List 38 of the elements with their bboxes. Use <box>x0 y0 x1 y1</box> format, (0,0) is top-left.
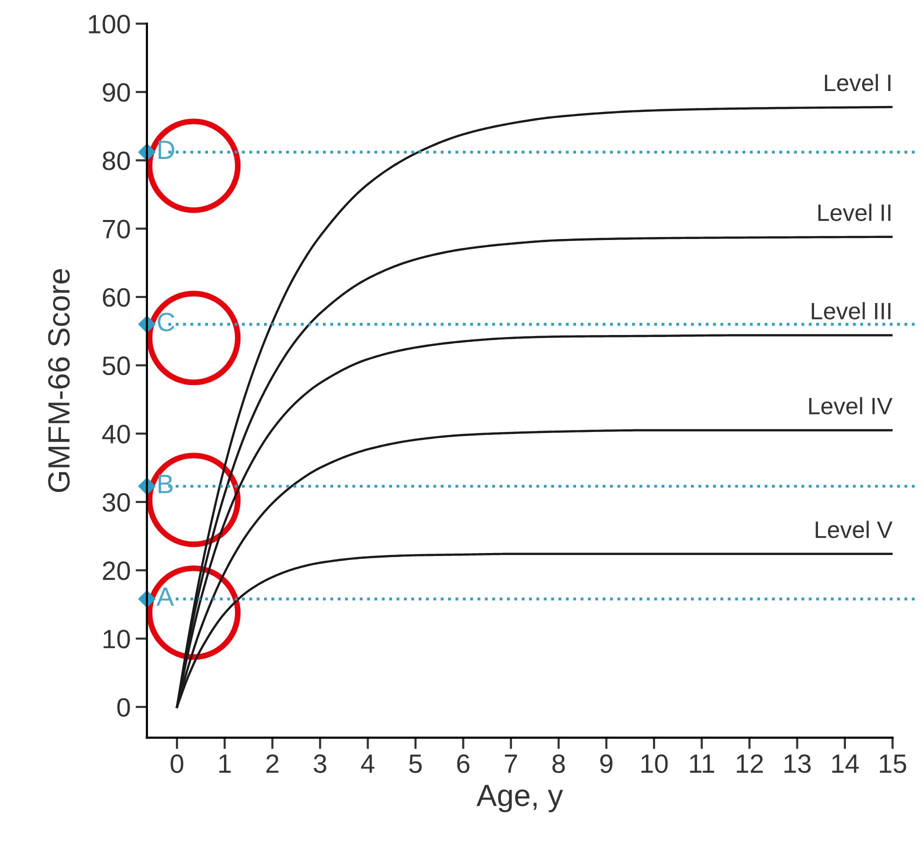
ref-line-label: D <box>158 140 174 159</box>
x-axis-title: Age, y <box>476 784 564 812</box>
x-tick-label: 4 <box>361 754 374 773</box>
x-tick-label: 10 <box>641 754 668 774</box>
y-tick-label: 80 <box>102 151 130 170</box>
x-tick-label: 5 <box>409 754 422 774</box>
x-tick-label: 15 <box>880 754 906 774</box>
y-tick-label: 30 <box>102 493 130 512</box>
x-tick-label: 12 <box>736 754 763 773</box>
y-tick-label: 0 <box>117 698 130 717</box>
x-tick-label: 2 <box>266 754 278 773</box>
x-tick-label: 3 <box>314 754 326 774</box>
x-tick-label: 13 <box>784 754 811 774</box>
series-label: Level II <box>818 204 890 222</box>
y-tick-label: 90 <box>102 83 130 102</box>
x-tick-label: 0 <box>170 754 184 774</box>
x-tick-label: 9 <box>600 754 612 774</box>
x-tick-label: 8 <box>552 754 565 774</box>
y-tick-label: 10 <box>104 630 130 648</box>
series-label: Level IV <box>809 397 892 414</box>
x-tick-label: 11 <box>690 754 714 773</box>
y-axis-title: GMFM-66 Score <box>48 269 70 492</box>
ref-line-label: C <box>158 312 175 332</box>
x-tick-label: 7 <box>504 754 517 773</box>
y-tick-label: 60 <box>102 288 130 307</box>
y-tick-label: 20 <box>102 561 130 580</box>
ref-line-label: B <box>158 474 173 494</box>
x-tick-label: 1 <box>219 754 231 773</box>
y-tick-label: 70 <box>102 220 130 238</box>
x-tick-label: 14 <box>832 754 859 773</box>
series-label: Level III <box>812 302 890 320</box>
ref-line-label: A <box>156 588 174 606</box>
x-tick-label: 6 <box>457 754 470 774</box>
series-label: Level I <box>824 74 890 92</box>
y-tick-label: 50 <box>102 356 130 376</box>
y-tick-label: 40 <box>102 424 130 444</box>
y-tick-label: 100 <box>88 14 130 34</box>
series-label: Level V <box>816 520 892 538</box>
